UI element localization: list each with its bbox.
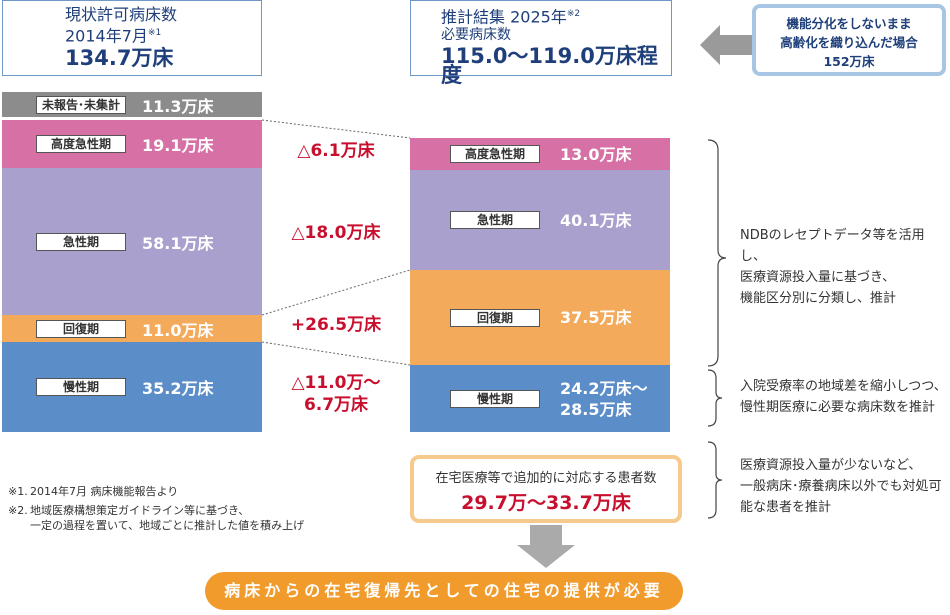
bed-value: 58.1万床	[142, 233, 214, 253]
line: 機能分化をしないまま	[786, 16, 912, 31]
explanation-line: 一般病床･療養病床以外でも対処可	[740, 479, 942, 494]
bed-value: 35.2万床	[142, 379, 214, 398]
change-line: △18.0万床	[291, 223, 381, 243]
bed-label: 回復期	[450, 308, 540, 327]
change-line: +26.5万床	[290, 315, 382, 335]
bed-label: 急性期	[450, 211, 540, 229]
bed-bar: 急性期 58.1万床	[2, 168, 262, 315]
bed-label: 高度急性期	[36, 135, 126, 153]
explanation-line: 慢性期医療に必要な病床数を推計	[740, 400, 936, 415]
note-mark: ※2.	[8, 504, 28, 517]
note-text: 地域医療構想策定ガイドライン等に基づき、一定の過程を置いて、地域ごとに推計した値…	[30, 503, 304, 533]
bed-bar: 回復期 11.0万床	[2, 315, 262, 342]
note: ※1. 2014年7月 病床機能報告より	[8, 484, 304, 499]
note-line: 2014年7月 病床機能報告より	[30, 485, 179, 498]
note-text: 2014年7月 病床機能報告より	[30, 484, 178, 499]
callout: 機能分化をしないまま 高齢化を織り込んだ場合 152万床	[752, 4, 946, 76]
bed-bar: 急性期 40.1万床	[410, 170, 670, 270]
note-mark: ※1.	[8, 485, 28, 498]
bed-value: 11.3万床	[142, 96, 214, 116]
current-header: 現状許可病床数 2014年7月※1 134.7万床	[2, 0, 262, 76]
explanation-line: 入院受療率の地域差を縮小しつつ、	[740, 379, 947, 394]
explanation-line: 能な患者を推計	[740, 500, 832, 515]
line: 高齢化を織り込んだ場合	[780, 35, 918, 50]
change: △18.0万床	[262, 222, 410, 244]
bed-bar: 未報告･未集計 11.3万床	[2, 92, 262, 117]
change: △6.1万床	[262, 140, 410, 162]
note: ※1	[147, 28, 162, 38]
bed-value-line: 28.5万床	[560, 399, 632, 419]
note-line: 地域医療構想策定ガイドライン等に基づき、	[30, 504, 250, 517]
change: △11.0万〜 6.7万床	[262, 372, 410, 416]
explanation-line: NDBのレセプトデータ等を活用し、	[740, 228, 925, 264]
bed-bar: 慢性期 24.2万床〜 28.5万床	[410, 365, 670, 432]
change-line: △11.0万〜	[291, 373, 381, 393]
note-line: 一定の過程を置いて、地域ごとに推計した値を積み上げ	[30, 519, 305, 532]
note: ※2. 地域医療構想策定ガイドライン等に基づき、一定の過程を置いて、地域ごとに推計…	[8, 503, 304, 533]
bed-label: 慢性期	[450, 389, 540, 408]
bed-label: 急性期	[36, 232, 126, 251]
bed-bar: 高度急性期 13.0万床	[410, 138, 670, 170]
notes: ※1. 2014年7月 病床機能報告より ※2. 地域医療構想策定ガイドライン等に基づ…	[8, 484, 304, 537]
conclusion: 病床からの在宅復帰先としての住宅の提供が必要	[205, 572, 683, 610]
bed-bar: 回復期 37.5万床	[410, 270, 670, 365]
arrow	[700, 25, 754, 65]
estimate-header: 推計結集 2025年※2 必要病床数 115.0〜119.0万床程度	[410, 0, 672, 86]
bed-label: 慢性期	[36, 378, 126, 396]
date: 2014年7月	[65, 26, 148, 46]
bed-label: 高度急性期	[450, 145, 540, 163]
explanation: 入院受療率の地域差を縮小しつつ、 慢性期医療に必要な病床数を推計	[740, 376, 947, 418]
explanation-line: 医療資源投入量が少ないなど、	[740, 458, 922, 473]
bed-value-line: 40.1万床	[560, 210, 632, 230]
title: 推計結集 2025年※2	[441, 5, 671, 26]
bed-bar: 慢性期 35.2万床	[2, 342, 262, 432]
bed-value-line: 13.0万床	[560, 144, 632, 164]
change-line: 6.7万床	[303, 395, 369, 415]
total: 134.7万床	[65, 46, 174, 71]
home-care-value: 29.7万〜33.7万床	[461, 492, 631, 514]
explanation: 医療資源投入量が少ないなど、一般病床･療養病床以外でも対処可 能な患者を推計	[740, 455, 942, 518]
explanation-line: 機能区分別に分類し、推計	[740, 291, 897, 306]
bed-value-line: 37.5万床	[560, 308, 632, 327]
line: 152万床	[823, 54, 875, 69]
bed-value: 24.2万床〜 28.5万床	[560, 378, 647, 420]
bed-label: 回復期	[36, 319, 126, 338]
bed-value: 40.1万床	[560, 210, 631, 231]
bed-value: 13.0万床	[560, 144, 631, 165]
title: 推計結集 2025年	[441, 7, 567, 27]
bed-value: 11.0万床	[142, 320, 214, 340]
bed-value: 19.1万床	[142, 136, 214, 155]
home-care: 在宅医療等で追加的に対応する患者数 29.7万〜33.7万床	[410, 455, 682, 523]
explanation: NDBのレセプトデータ等を活用し、医療資源投入量に基づき、 機能区分別に分類し、推…	[740, 225, 950, 309]
home-care-title: 在宅医療等で追加的に対応する患者数	[435, 471, 657, 486]
bed-value-line: 24.2万床〜	[560, 378, 648, 398]
title: 現状許可病床数	[65, 5, 178, 24]
bed-bar: 高度急性期 19.1万床	[2, 120, 262, 168]
subtitle: 必要病床数	[441, 27, 511, 44]
date: 2014年7月※1	[65, 24, 261, 45]
explanation-line: 医療資源投入量に基づき、	[740, 270, 896, 285]
change-line: △6.1万床	[297, 141, 375, 161]
bed-value: 37.5万床	[560, 307, 631, 328]
change: +26.5万床	[262, 314, 410, 336]
total: 115.0〜119.0万床程度	[441, 44, 658, 88]
note: ※2	[566, 9, 581, 19]
bed-label: 未報告･未集計	[36, 95, 126, 114]
